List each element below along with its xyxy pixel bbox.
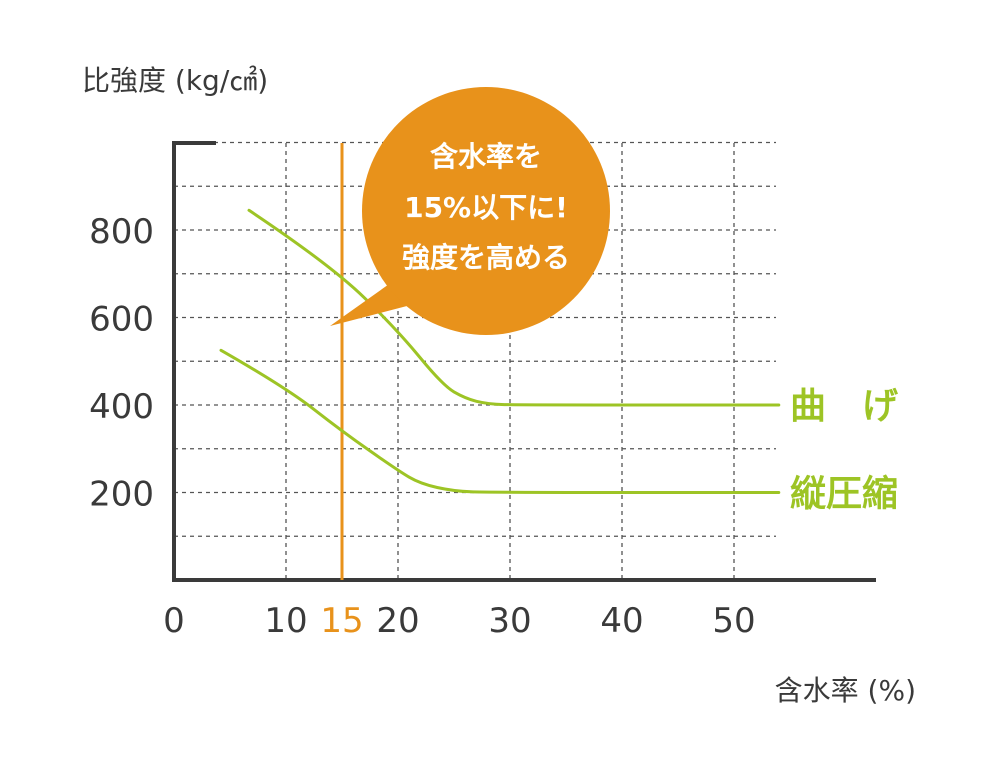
x-tick-label: 30 — [488, 601, 531, 641]
callout-bubble: 含水率を 15%以下に! 強度を高める — [330, 87, 610, 335]
x-tick-label: 50 — [712, 601, 755, 641]
callout-text-line-3: 強度を高める — [402, 241, 570, 274]
callout-text-line-2: 15%以下に! — [404, 191, 568, 224]
x-axis-label: 含水率 (%) — [775, 674, 916, 707]
callout-circle — [362, 87, 610, 335]
series-label-1: 曲 げ — [790, 386, 898, 427]
x-tick-label: 40 — [600, 601, 643, 641]
y-tick-label: 800 — [89, 212, 154, 252]
y-tick-label: 600 — [89, 300, 154, 340]
y-tick-label: 200 — [89, 475, 154, 515]
callout-text-line-1: 含水率を — [430, 140, 542, 173]
x-tick-label: 0 — [163, 601, 185, 641]
x-tick-label: 20 — [376, 601, 419, 641]
series-line-2 — [219, 348, 781, 494]
y-axis-label: 比強度 (kg/㎠) — [82, 64, 268, 97]
axes — [172, 141, 876, 582]
series-line-1 — [247, 208, 781, 407]
tick-labels: 0 10 15 20 30 40 50 200 400 600 800 — [89, 212, 756, 641]
x-tick-label: 15 — [320, 601, 363, 641]
y-tick-label: 400 — [89, 387, 154, 427]
x-tick-label: 10 — [264, 601, 307, 641]
series-label-2: 縦圧縮 — [790, 474, 898, 515]
